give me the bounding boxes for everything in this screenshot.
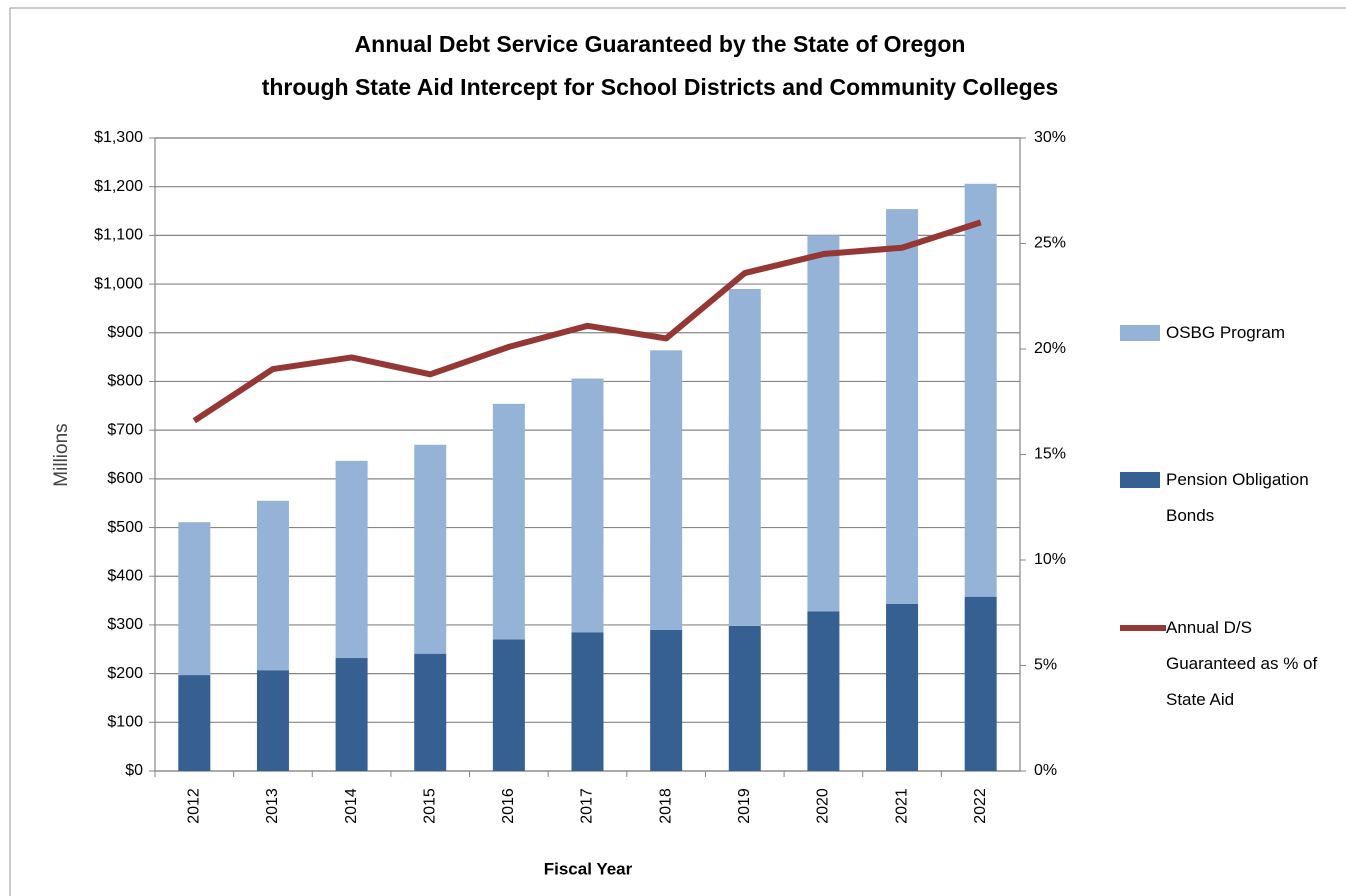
y-tick-label: $1,200 — [94, 178, 143, 195]
y-tick-label: $0 — [125, 762, 143, 779]
bar — [650, 629, 683, 771]
y-tick-label: $100 — [107, 714, 143, 731]
x-tick-label: 2012 — [186, 788, 203, 824]
bar — [178, 522, 211, 676]
y-tick-label: $1,000 — [94, 275, 143, 292]
x-tick-label: 2013 — [264, 788, 281, 824]
chart-title: through State Aid Intercept for School D… — [262, 74, 1059, 100]
bar — [964, 596, 997, 771]
legend-swatch — [1120, 325, 1160, 341]
bar — [571, 632, 604, 771]
legend-label: Annual D/S Guaranteed as % of State Aid — [1166, 618, 1318, 709]
y-tick-label: $500 — [107, 519, 143, 536]
bar — [571, 378, 604, 633]
x-tick-label: 2015 — [421, 788, 438, 824]
y2-tick-label: 10% — [1034, 551, 1066, 568]
line — [192, 219, 982, 424]
y-tick-label: $800 — [107, 373, 143, 390]
x-tick-label: 2022 — [972, 788, 989, 824]
y-axis-title: Millions — [51, 423, 72, 486]
x-tick-label: 2021 — [893, 788, 910, 824]
bar — [728, 288, 761, 626]
x-tick-label: 2020 — [815, 788, 832, 824]
y-tick-label: $1,100 — [94, 227, 143, 244]
y-tick-label: $900 — [107, 324, 143, 341]
legend-label: OSBG Program — [1166, 323, 1286, 342]
y2-tick-label: 0% — [1034, 762, 1057, 779]
y2-tick-label: 30% — [1034, 129, 1066, 146]
chart-border — [9, 7, 1346, 896]
bar — [886, 209, 919, 604]
y2-tick-label: 5% — [1034, 657, 1057, 674]
bar — [256, 670, 289, 771]
y-tick-label: $1,300 — [94, 129, 143, 146]
bar — [492, 403, 525, 640]
x-tick-label: 2018 — [657, 788, 674, 824]
bar — [964, 183, 997, 597]
bar — [492, 639, 525, 771]
bar — [256, 500, 289, 671]
y2-tick-label: 25% — [1034, 235, 1066, 252]
legend-swatch — [1120, 472, 1160, 488]
bar — [335, 460, 368, 659]
legend-label: Pension Obligation Bonds — [1166, 470, 1309, 525]
y-tick-label: $400 — [107, 567, 143, 584]
x-axis-title: Fiscal Year — [544, 859, 633, 878]
x-tick-label: 2016 — [500, 788, 517, 824]
y-tick-label: $700 — [107, 421, 143, 438]
bar — [886, 603, 919, 771]
y-tick-label: $200 — [107, 665, 143, 682]
x-tick-label: 2017 — [579, 788, 596, 824]
bar — [414, 444, 447, 654]
bar — [178, 675, 211, 771]
bar — [807, 235, 840, 612]
y2-tick-label: 20% — [1034, 340, 1066, 357]
y2-tick-label: 15% — [1034, 446, 1066, 463]
legend-swatch — [1120, 625, 1166, 631]
y-tick-label: $300 — [107, 616, 143, 633]
x-tick-label: 2014 — [343, 788, 360, 824]
bar — [807, 611, 840, 771]
bar — [650, 350, 683, 630]
bar — [414, 653, 447, 771]
chart-title: Annual Debt Service Guaranteed by the St… — [355, 31, 966, 57]
y-tick-label: $600 — [107, 470, 143, 487]
bar — [335, 658, 368, 771]
x-tick-label: 2019 — [736, 788, 753, 824]
bar — [728, 625, 761, 771]
